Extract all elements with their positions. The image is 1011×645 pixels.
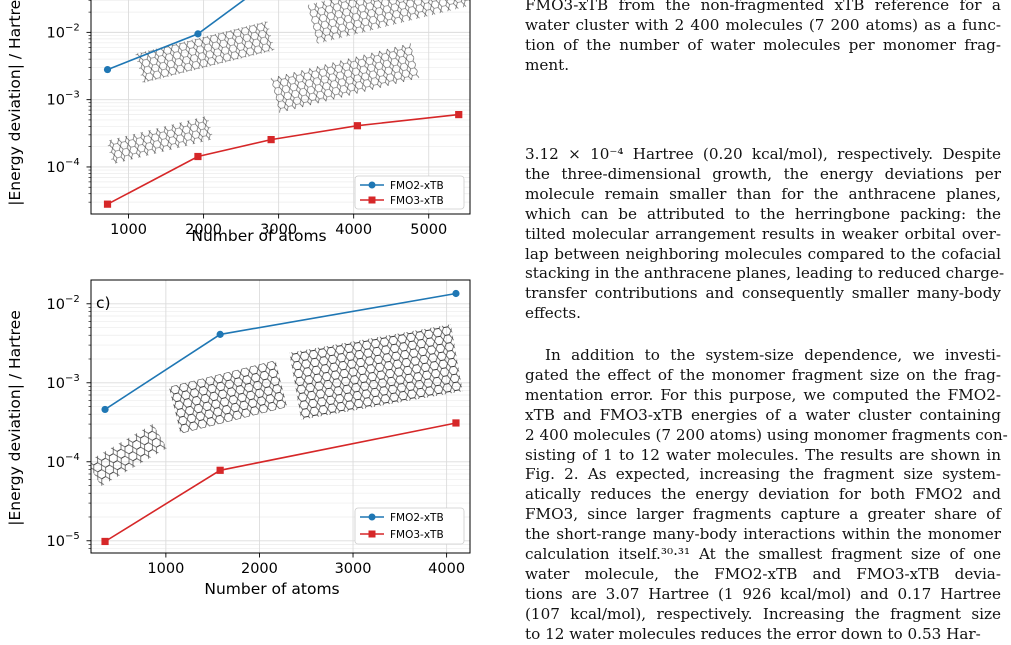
axes: [90, 0, 471, 215]
data-point-fmo3-xtb: [101, 537, 109, 546]
y-tick-label: 10: [47, 160, 65, 176]
y-tick-label: 10: [47, 534, 65, 550]
y-tick-exponent: −5: [65, 531, 80, 542]
molecule-images: [91, 324, 463, 487]
y-tick-label: 10: [47, 376, 65, 392]
text-line: 3.12 × 10⁻⁴ Hartree (0.20 kcal/mol), res…: [525, 145, 1001, 163]
legend: FMO2-xTB FMO3-xTB: [354, 175, 465, 210]
text-line: the three-dimensional growth, the energy…: [525, 164, 1001, 183]
x-tick-label: 3000: [335, 561, 372, 577]
data-point-fmo2-xtb: [194, 30, 202, 38]
legend-label-fmo3: FMO3-xTB: [390, 195, 444, 207]
legend-label-fmo3: FMO3-xTB: [390, 529, 444, 541]
y-axis-label: |Energy deviation| / Hartree: [6, 0, 24, 206]
legend-marker-fmo3: [368, 530, 376, 538]
text-line: tions are 3.07 Hartree (1 926 kcal/mol) …: [525, 584, 1001, 603]
panel-label: c): [96, 294, 111, 312]
molecule-images: [106, 0, 470, 165]
text-line: water cluster with 2 400 molecules (7 20…: [525, 15, 1001, 34]
data-point-fmo2-xtb: [452, 289, 460, 298]
data-point-fmo3-xtb: [216, 466, 224, 474]
text-line: ment.: [525, 55, 570, 74]
y-tick-exponent: −2: [65, 22, 80, 33]
text-line: the short-range many-body interactions w…: [525, 525, 1001, 544]
text-line: 2 400 molecules (7 200 atoms) using mono…: [525, 425, 1008, 444]
text-line: tion of the number of water molecules pe…: [525, 35, 1001, 54]
text-line: molecule remain smaller than for the ant…: [525, 184, 1001, 203]
y-axis-label: |Energy deviation| / Hartree: [6, 310, 24, 525]
data-point-fmo2-xtb: [101, 405, 109, 414]
legend-marker-fmo3: [368, 196, 376, 204]
y-tick-exponent: −2: [65, 294, 80, 305]
text-line: FMO3-xTB from the non-fragmented xTB ref…: [525, 0, 1001, 14]
y-tick-label: 10: [47, 25, 65, 41]
text-line: tilted molecular arrangement results in …: [525, 224, 1001, 243]
text-line: FMO3, since larger fragments capture a g…: [525, 505, 1001, 524]
data-point-fmo2-xtb: [216, 330, 224, 338]
text-line: to 12 water molecules reduces the error …: [525, 624, 981, 643]
x-tick-label: 2000: [185, 222, 222, 238]
x-axis-label: Number of atoms: [191, 227, 326, 245]
y-tick-exponent: −4: [65, 157, 80, 168]
body-paragraph-1: 3.12 × 10⁻⁴ Hartree (0.20 kcal/mol), res…: [525, 145, 1005, 324]
data-point-fmo3-xtb: [194, 152, 202, 161]
legend-marker-fmo2: [368, 181, 376, 189]
y-tick-exponent: −3: [65, 373, 80, 384]
body-paragraph-2: In addition to the system-size dependenc…: [525, 346, 1008, 645]
y-tick-label: 10: [47, 297, 65, 313]
x-axis-label: Number of atoms: [204, 580, 339, 598]
series-line-fmo2-xtb: [107, 0, 246, 71]
text-line: transfer contributions and consequently …: [525, 284, 1001, 303]
series-markers: [101, 289, 460, 546]
data-point-fmo3-xtb: [455, 110, 463, 119]
text-line: atically reduces the energy deviation fo…: [525, 485, 1001, 504]
series-lines: [104, 292, 457, 543]
legend-label-fmo2: FMO2-xTB: [390, 512, 444, 524]
y-tick-exponent: −4: [65, 452, 80, 463]
x-tick-label: 3000: [260, 222, 297, 238]
text-line: Fig. 2. As expected, increasing the frag…: [525, 465, 1001, 484]
x-tick-label: 1000: [110, 222, 147, 238]
data-point-fmo3-xtb: [452, 419, 460, 427]
legend-marker-fmo2: [368, 513, 376, 521]
x-tick-label: 2000: [241, 561, 278, 577]
text-line: calculation itself.³⁰·³¹ At the smallest…: [525, 545, 1001, 564]
text-line: In addition to the system-size dependenc…: [545, 346, 1001, 364]
x-tick-label: 4000: [335, 222, 372, 238]
text-line: sisting of 1 to 12 water molecules. The …: [525, 445, 1001, 464]
text-line: xTB and FMO3-xTB energies of a water clu…: [525, 405, 1001, 424]
axes: [90, 279, 471, 554]
y-tick-label: 10: [47, 455, 65, 471]
text-line: mentation error. For this purpose, we co…: [525, 385, 1001, 404]
text-line: gated the effect of the monomer fragment…: [525, 365, 1001, 384]
x-tick-label: 5000: [410, 222, 447, 238]
text-line: (107 kcal/mol), respectively. Increasing…: [525, 604, 1001, 623]
text-line: which can be attributed to the herringbo…: [525, 204, 1001, 223]
figure-caption: FMO3-xTB from the non-fragmented xTB ref…: [525, 0, 1001, 76]
text-line: water molecule, the FMO2-xTB and FMO3-xT…: [525, 564, 1001, 583]
y-tick-label: 10: [47, 93, 65, 109]
data-point-fmo2-xtb: [103, 65, 112, 74]
y-tick-exponent: −3: [65, 90, 80, 101]
x-tick-label: 1000: [147, 561, 184, 577]
x-tick-label: 4000: [428, 561, 465, 577]
data-point-fmo3-xtb: [353, 122, 362, 130]
data-point-fmo3-xtb: [267, 136, 275, 144]
legend: FMO2-xTB FMO3-xTB: [354, 507, 465, 545]
text-line: stacking in the anthracene planes, leadi…: [525, 264, 1005, 283]
text-line: lap between neighboring molecules compar…: [525, 244, 1001, 263]
text-line: effects.: [525, 304, 581, 323]
series-markers: [103, 30, 463, 208]
legend-label-fmo2: FMO2-xTB: [390, 180, 444, 192]
data-point-fmo3-xtb: [103, 200, 112, 208]
